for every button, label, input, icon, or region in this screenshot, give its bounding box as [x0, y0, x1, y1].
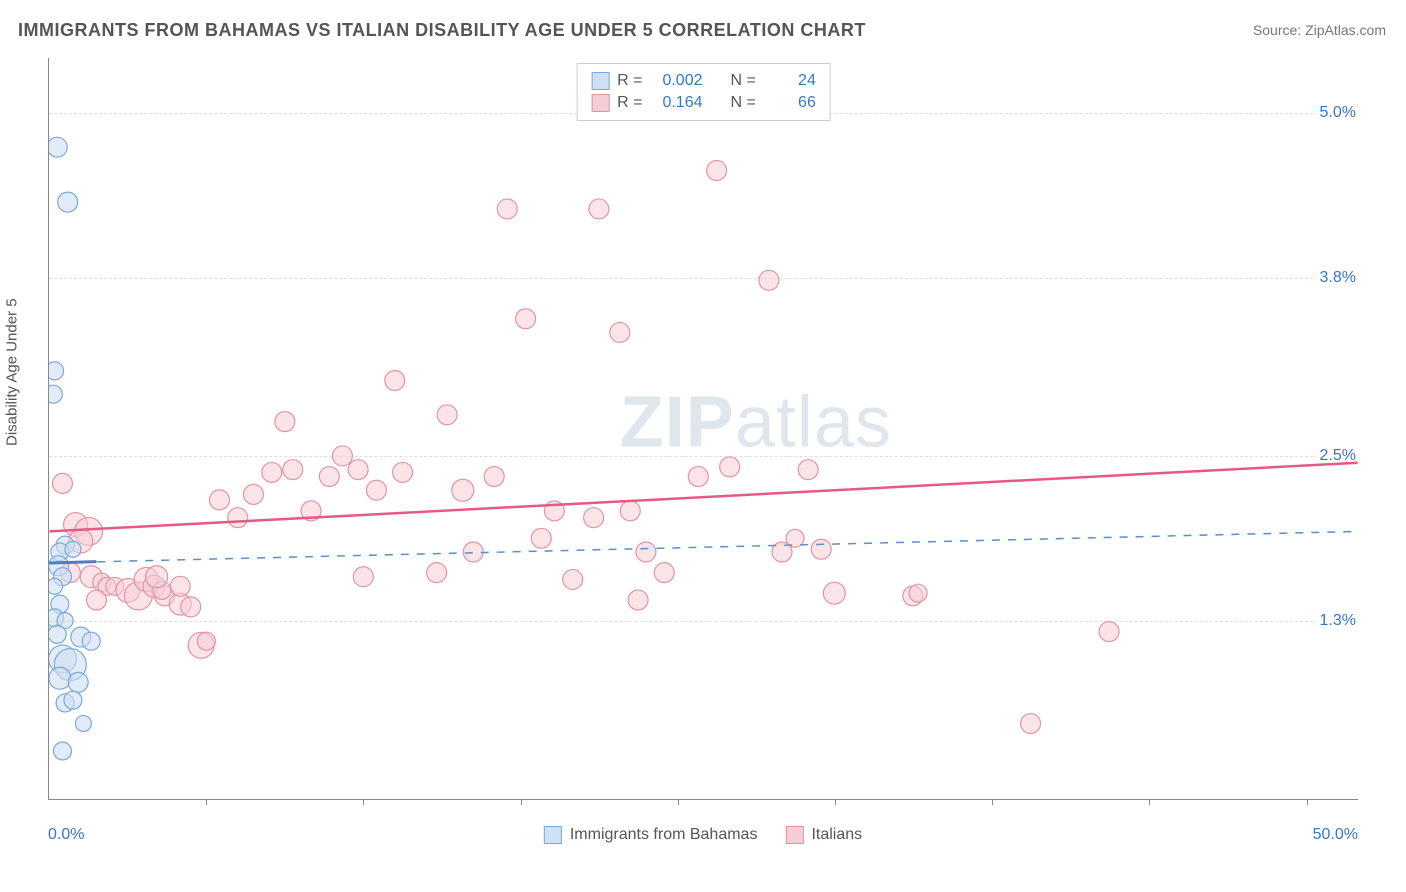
point-italians — [283, 460, 303, 480]
point-italians — [759, 270, 779, 290]
point-italians — [452, 479, 474, 501]
legend-label-bahamas: Immigrants from Bahamas — [570, 826, 758, 844]
point-italians — [811, 539, 831, 559]
point-italians — [516, 309, 536, 329]
point-italians — [332, 446, 352, 466]
point-italians — [909, 584, 927, 602]
point-bahamas — [49, 137, 67, 157]
point-italians — [654, 563, 674, 583]
legend-stats-row-bahamas: R = 0.002 N = 24 — [591, 70, 816, 92]
point-italians — [427, 563, 447, 583]
point-italians — [319, 467, 339, 487]
scatter-svg — [49, 58, 1358, 799]
x-axis-min-label: 0.0% — [48, 826, 84, 844]
point-italians — [563, 569, 583, 589]
point-italians — [707, 161, 727, 181]
x-tick — [992, 799, 993, 805]
legend-item-italians: Italians — [785, 826, 862, 844]
x-tick — [1149, 799, 1150, 805]
chart-title: IMMIGRANTS FROM BAHAMAS VS ITALIAN DISAB… — [18, 20, 866, 41]
point-italians — [86, 590, 106, 610]
point-bahamas — [49, 578, 63, 594]
point-bahamas — [65, 541, 81, 557]
point-italians — [228, 508, 248, 528]
swatch-italians-icon — [785, 826, 803, 844]
x-tick — [678, 799, 679, 805]
point-italians — [181, 597, 201, 617]
point-bahamas — [49, 385, 62, 403]
x-tick — [206, 799, 207, 805]
point-italians — [146, 566, 168, 588]
point-bahamas — [58, 192, 78, 212]
x-tick — [363, 799, 364, 805]
point-italians — [823, 582, 845, 604]
point-italians — [1099, 622, 1119, 642]
point-italians — [589, 199, 609, 219]
point-italians — [620, 501, 640, 521]
swatch-bahamas-icon — [544, 826, 562, 844]
plot-area: ZIPatlas R = 0.002 N = 24 R = 0.164 N = … — [48, 58, 1358, 800]
point-italians — [348, 460, 368, 480]
point-italians — [584, 508, 604, 528]
point-italians — [197, 632, 215, 650]
point-bahamas — [82, 632, 100, 650]
point-italians — [484, 467, 504, 487]
point-italians — [1021, 714, 1041, 734]
point-italians — [353, 567, 373, 587]
point-bahamas — [64, 691, 82, 709]
point-italians — [385, 370, 405, 390]
swatch-bahamas — [591, 72, 609, 90]
legend-label-italians: Italians — [811, 826, 862, 844]
source-label: Source: ZipAtlas.com — [1253, 22, 1386, 38]
point-italians — [636, 542, 656, 562]
x-tick — [835, 799, 836, 805]
legend-stats-box: R = 0.002 N = 24 R = 0.164 N = 66 — [576, 63, 831, 121]
point-italians — [262, 462, 282, 482]
point-italians — [437, 405, 457, 425]
point-bahamas — [49, 362, 64, 380]
point-italians — [366, 480, 386, 500]
x-tick — [1307, 799, 1308, 805]
point-italians — [243, 484, 263, 504]
point-italians — [628, 590, 648, 610]
point-bahamas — [49, 667, 71, 689]
x-tick — [521, 799, 522, 805]
trendline-bahamas — [49, 531, 1357, 563]
legend-bottom: Immigrants from Bahamas Italians — [538, 826, 868, 844]
x-axis-max-label: 50.0% — [1313, 826, 1358, 844]
point-italians — [170, 576, 190, 596]
point-italians — [497, 199, 517, 219]
y-axis-label: Disability Age Under 5 — [4, 298, 21, 446]
point-italians — [720, 457, 740, 477]
swatch-italians — [591, 94, 609, 112]
point-italians — [688, 467, 708, 487]
point-italians — [798, 460, 818, 480]
point-bahamas — [53, 742, 71, 760]
point-italians — [393, 462, 413, 482]
point-italians — [209, 490, 229, 510]
trendline-bahamas-solid — [49, 562, 96, 563]
point-italians — [275, 412, 295, 432]
point-italians — [531, 528, 551, 548]
point-italians — [52, 473, 72, 493]
legend-item-bahamas: Immigrants from Bahamas — [544, 826, 758, 844]
point-bahamas — [49, 625, 66, 643]
legend-stats-row-italians: R = 0.164 N = 66 — [591, 92, 816, 114]
point-bahamas — [68, 672, 88, 692]
point-italians — [610, 322, 630, 342]
point-italians — [463, 542, 483, 562]
point-bahamas — [75, 716, 91, 732]
